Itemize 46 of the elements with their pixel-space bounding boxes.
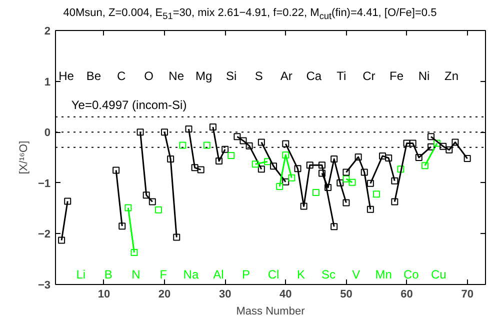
annotation: O: [144, 69, 154, 84]
annotation: K: [297, 267, 306, 282]
y-tick-label: −1: [38, 178, 51, 190]
annotation: Ca: [306, 69, 322, 84]
x-tick-label: 30: [218, 288, 232, 300]
annotation: Li: [76, 267, 86, 282]
annotation: P: [242, 267, 250, 282]
annotation: C: [116, 69, 126, 84]
y-tick-label: 2: [44, 26, 51, 38]
annotation: Cu: [430, 267, 446, 282]
y-tick-label: −3: [38, 280, 51, 292]
x-tick-label: 50: [340, 288, 352, 300]
annotation: Ar: [280, 69, 292, 84]
annotation: Ni: [418, 69, 430, 84]
annotation: Ti: [336, 69, 346, 84]
annotation: Cl: [268, 267, 280, 282]
annotation: Be: [86, 69, 102, 84]
x-tick-label: 70: [461, 288, 474, 300]
y-axis-title: [X/¹⁶O]: [18, 140, 30, 174]
y-tick-label: 1: [44, 76, 51, 88]
x-tick-label: 20: [158, 288, 171, 300]
annotation: F: [160, 267, 168, 282]
y-tick-label: 0: [44, 127, 51, 140]
annotation: Cr: [362, 69, 376, 84]
annotation: Fe: [389, 69, 404, 84]
y-tick-label: −2: [38, 228, 51, 241]
annotation: Mn: [375, 267, 392, 282]
annotation: S: [254, 69, 263, 84]
annotation: Ye=0.4997 (incom-Si): [71, 98, 187, 112]
annotation: N: [132, 267, 140, 282]
chart-title: 40Msun, Z=0.004, E$_{51}$=30, mix 2.61−4.91, f=0.22, M$_{cut}$(fin)=4.41, [O/Fe]=0.5: [62, 6, 438, 24]
x-tick-label: 10: [98, 288, 110, 300]
annotation: Co: [403, 267, 420, 282]
x-tick-label: 40: [280, 288, 292, 300]
annotation: Sc: [322, 267, 336, 282]
x-tick-label: 60: [400, 288, 413, 300]
annotation: Si: [226, 69, 237, 84]
annotation: Zn: [444, 69, 459, 84]
annotation: V: [352, 267, 360, 282]
annotation: Al: [213, 267, 224, 282]
annotation: Mg: [196, 69, 212, 84]
annotation: He: [58, 69, 74, 84]
annotation: Na: [183, 267, 199, 282]
annotation: B: [104, 267, 112, 282]
x-axis-title: Mass Number: [236, 306, 306, 318]
annotation: Ne: [168, 69, 184, 84]
